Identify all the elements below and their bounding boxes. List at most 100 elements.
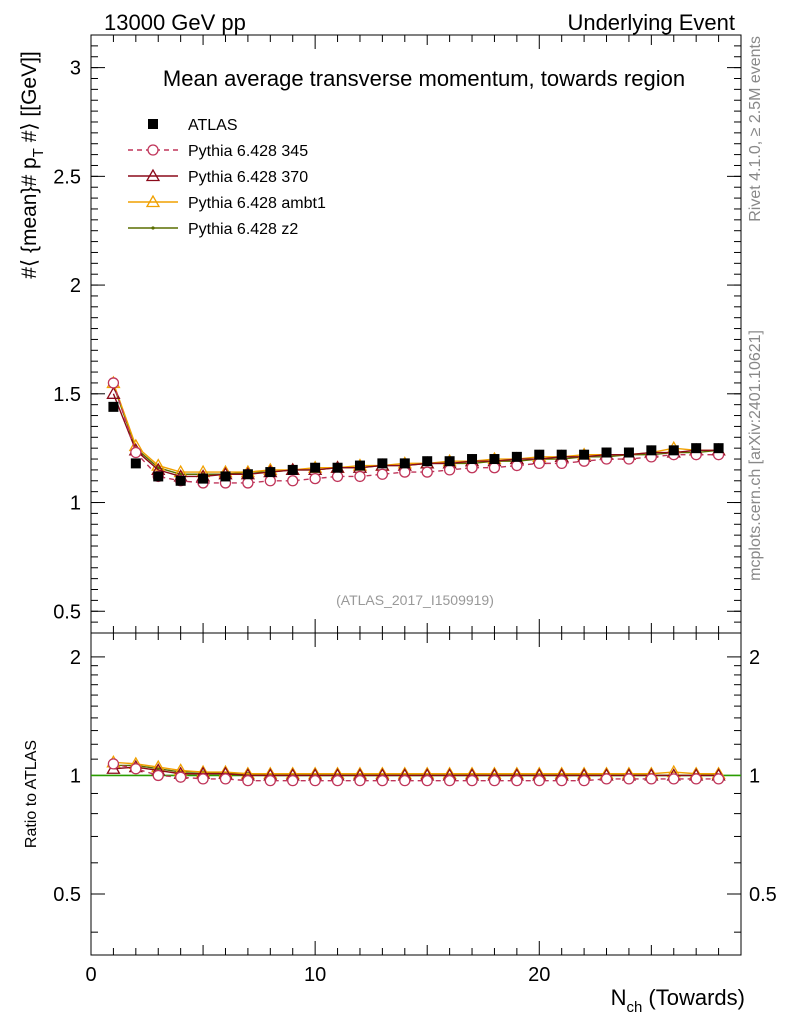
x-tick-label: 20 [528,964,550,986]
data-point-atlas [422,456,433,467]
data-point-atlas [668,445,679,456]
data-point-atlas [130,458,141,469]
data-point-p345 [533,775,545,787]
legend-entry-ambt1: Pythia 6.428 ambt1 [128,194,326,212]
data-point-p345 [712,773,725,785]
legend: ATLAS Pythia 6.428 345 Pythia 6.428 370 Pyt… [128,117,326,238]
data-point-atlas [556,449,567,460]
data-point-atlas [220,471,231,482]
legend-entry-z2: Pythia 6.428 z2 [128,221,298,238]
data-point-atlas [646,445,657,456]
data-point-p345 [511,775,523,787]
data-point-p345 [130,446,142,459]
series-atlas [108,401,724,486]
series-line-p345 [113,763,719,782]
data-point-atlas [511,451,522,462]
legend-entry-p345: Pythia 6.428 345 [128,143,308,160]
data-point-p345 [264,475,276,487]
data-point-p345 [578,775,590,787]
data-point-p345 [443,464,456,476]
x-tick-label: 10 [304,964,326,986]
data-point-p345 [107,377,120,389]
main-ylabel-sub: T [30,148,47,157]
main-title: Mean average transverse momentum, toward… [163,66,685,91]
ratio-ylabel: Ratio to ATLAS [23,740,40,848]
main-series-group [106,375,726,489]
y-tick-label: 3 [70,58,81,80]
header-right: Underlying Event [567,10,735,35]
xlabel-main: N [611,985,627,1010]
data-point-p345 [488,462,501,474]
data-point-p345 [443,775,456,787]
legend-entry-p370: Pythia 6.428 370 [128,168,308,186]
y-tick-label: 0.5 [53,601,81,623]
series-line-p345 [112,382,719,484]
x-axis-label: Nch (Towards) [611,985,745,1016]
data-point-atlas [265,467,276,478]
ratio-y-tick-label: 0.5 [53,884,81,906]
x-tick-label: 0 [85,964,96,986]
data-point-p345 [466,462,478,474]
data-point-p345 [354,470,366,483]
data-point-p345 [556,775,568,787]
data-point-atlas [198,473,209,484]
legend-marker-p345 [147,144,159,156]
legend-marker-atlas [148,119,158,129]
data-point-atlas [287,464,298,475]
data-point-p345 [399,466,411,478]
data-point-p345 [331,470,344,483]
ratio-y-tick-label: 2 [70,647,81,669]
data-point-atlas [332,462,343,473]
ratio-y-tick-label-right: 2 [749,647,760,669]
data-point-p345 [668,773,680,785]
data-point-p345 [556,457,568,470]
data-point-p345 [287,475,299,487]
legend-marker-ambt1 [145,194,161,208]
data-point-p345 [219,773,232,785]
data-point-p345 [309,472,321,485]
y-tick-label: 1 [70,493,81,515]
data-point-p345 [107,758,120,770]
data-point-p345 [623,773,635,785]
data-point-p345 [421,775,433,787]
ratio-y-tick-label-right: 1 [749,765,760,787]
series-line-p370 [112,393,719,478]
data-point-atlas [242,469,253,480]
xlabel-rest: (Towards) [642,985,745,1010]
data-point-p345 [354,775,366,787]
y-tick-label: 2.5 [53,166,81,188]
y-tick-label: 2 [70,275,81,297]
data-point-atlas [377,458,388,469]
data-point-atlas [691,443,702,454]
data-point-p345 [242,775,254,787]
data-point-atlas [534,449,545,460]
data-point-p345 [466,775,478,787]
data-point-p345 [264,775,276,787]
main-ylabel: #⟨ {mean}# pT #⟩ [[GeV]] [18,51,47,279]
data-point-p345 [287,775,299,787]
data-point-p345 [533,457,545,470]
data-point-atlas [153,471,164,482]
data-point-p345 [309,775,321,787]
data-point-atlas [489,454,500,465]
data-point-atlas [601,447,612,458]
y-tick-label: 1.5 [53,384,81,406]
legend-marker-p370 [145,168,161,182]
data-point-p345 [421,466,433,478]
mcplots-label: mcplots.cern.ch [arXiv:2401.10621] [747,330,764,581]
legend-label-atlas: ATLAS [188,117,238,134]
data-point-atlas [444,456,455,467]
series-p370 [106,386,726,482]
data-point-p345 [175,771,187,783]
data-point-p345 [399,775,411,787]
data-point-atlas [579,449,590,460]
main-ylabel-rest: #⟩ [[GeV]] [18,51,41,148]
data-point-p345 [197,773,209,785]
watermark: (ATLAS_2017_I1509919) [336,592,494,608]
series-line-p370 [113,766,719,777]
legend-label-z2: Pythia 6.428 z2 [188,221,298,238]
data-point-p345 [331,775,344,787]
data-point-p345 [130,763,142,775]
data-point-p345 [600,773,613,785]
data-point-atlas [399,458,410,469]
